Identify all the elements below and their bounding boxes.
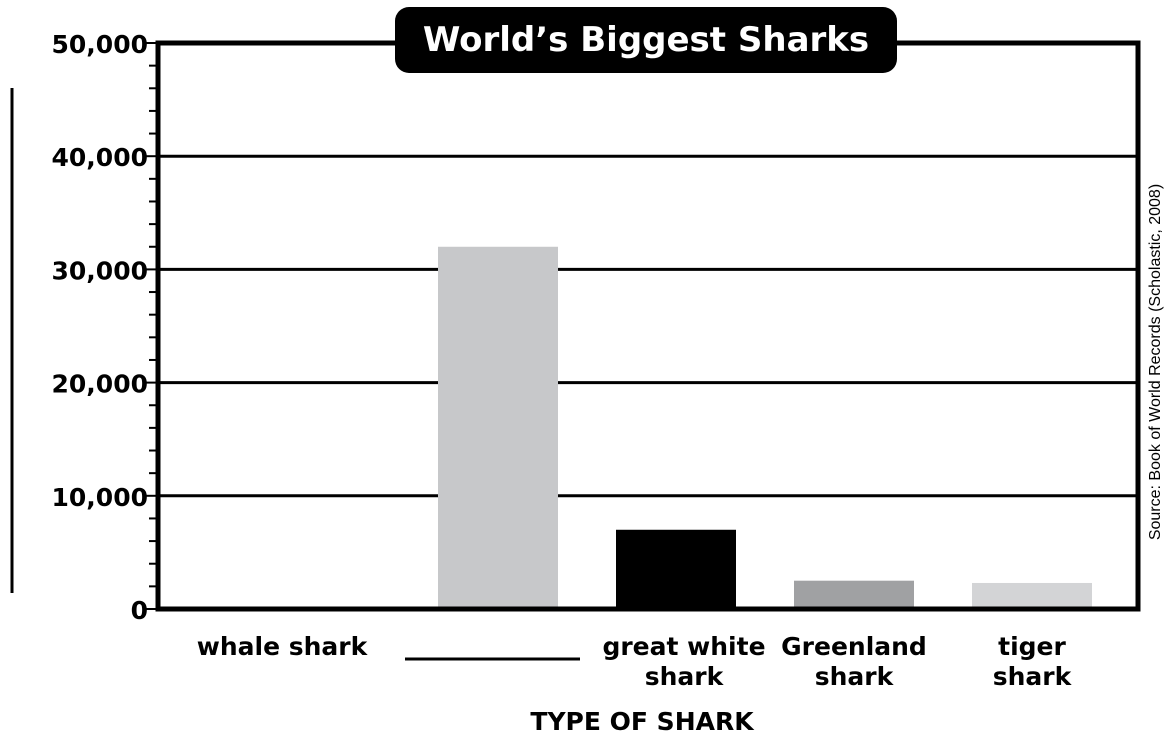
bar (972, 582, 1092, 609)
y-tick-label: 50,000 (52, 30, 148, 59)
bars (438, 246, 1092, 609)
x-category-label: shark (815, 662, 895, 691)
y-tick-label: 10,000 (52, 483, 148, 512)
chart-title: World’s Biggest Sharks (423, 20, 869, 60)
source-note: Source: Book of World Records (Scholasti… (1147, 184, 1164, 540)
y-tick-label: 20,000 (52, 370, 148, 399)
chart-title-box: World’s Biggest Sharks (395, 7, 897, 73)
plot-frame (155, 40, 1141, 612)
axes (146, 40, 1141, 612)
x-category-label: Greenland (781, 632, 927, 661)
y-tick-label: 0 (131, 596, 148, 625)
y-tick-labels: 0 10,000 20,000 30,000 40,000 50,000 (52, 30, 148, 625)
x-category-label: whale shark (197, 632, 369, 661)
x-category-label: tiger (998, 632, 1066, 661)
x-category-label: great white (602, 632, 765, 661)
bar (438, 246, 558, 609)
x-axis-label: TYPE OF SHARK (530, 707, 755, 736)
x-category-label: shark (645, 662, 725, 691)
y-tick-label: 30,000 (52, 256, 148, 285)
x-category-labels: whale shark great whitesharkGreenlandshar… (197, 632, 1073, 691)
grid-lines (158, 154, 1138, 498)
x-category-label: shark (993, 662, 1073, 691)
y-tick-label: 40,000 (52, 143, 148, 172)
bar (794, 580, 914, 609)
bar (616, 529, 736, 609)
